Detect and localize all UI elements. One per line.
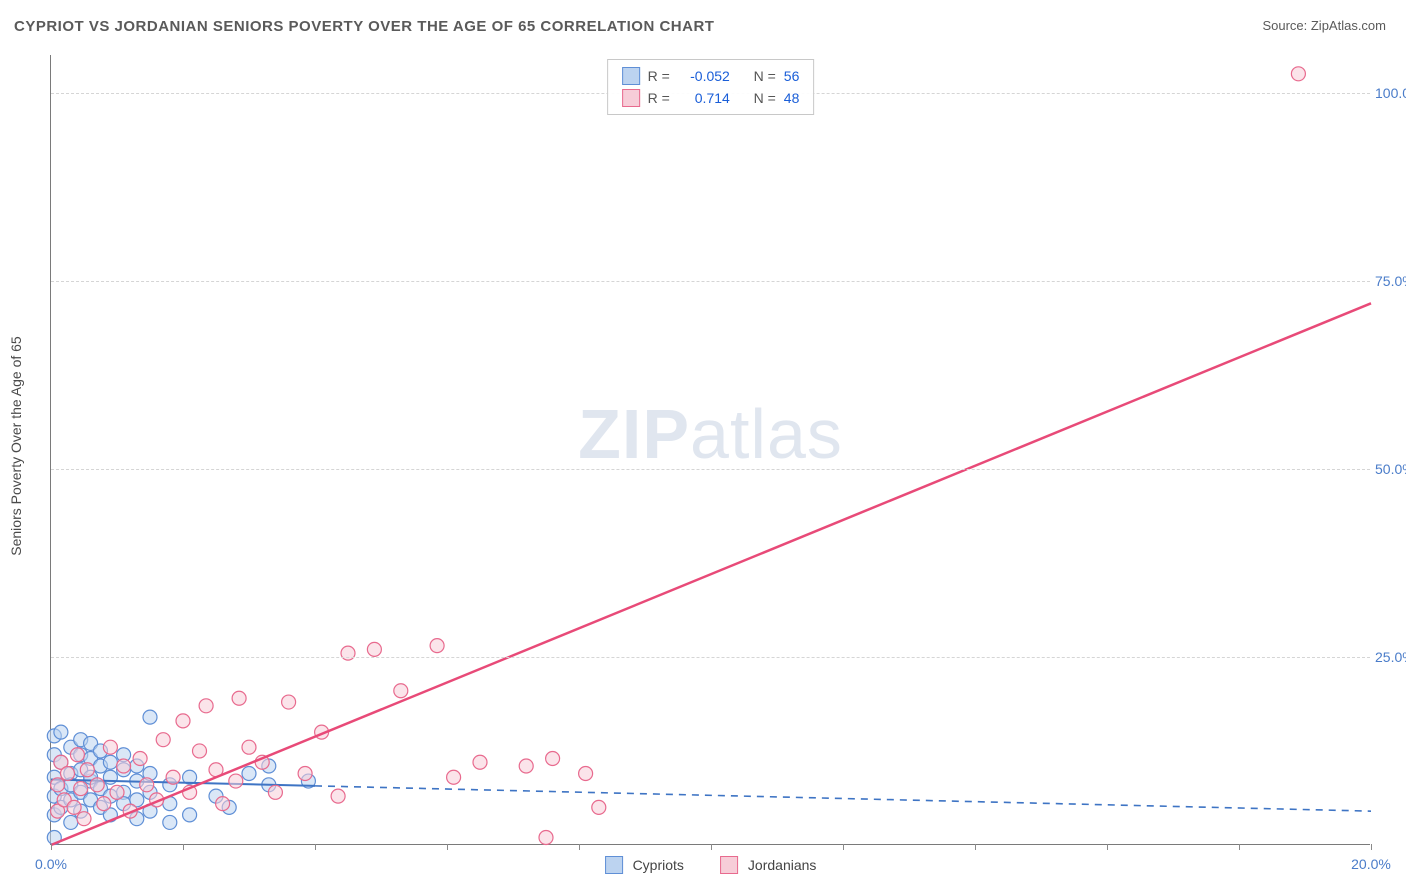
n-label: N = — [754, 65, 776, 87]
xtick — [183, 844, 184, 850]
scatter-point — [143, 710, 157, 724]
legend-label-jordanians: Jordanians — [748, 857, 817, 873]
scatter-point — [1291, 67, 1305, 81]
scatter-point — [103, 755, 117, 769]
r-label: R = — [648, 87, 670, 109]
gridline-h — [51, 469, 1370, 470]
r-value-cypriots: -0.052 — [678, 65, 730, 87]
scatter-point — [473, 755, 487, 769]
scatter-point — [70, 748, 84, 762]
scatter-point — [133, 751, 147, 765]
legend-item-cypriots: Cypriots — [605, 856, 684, 874]
source-label: Source: — [1262, 18, 1310, 33]
scatter-point — [54, 725, 68, 739]
scatter-point — [90, 778, 104, 792]
scatter-point — [103, 770, 117, 784]
scatter-point — [74, 782, 88, 796]
xtick — [315, 844, 316, 850]
chart-container: CYPRIOT VS JORDANIAN SENIORS POVERTY OVE… — [0, 0, 1406, 892]
scatter-point — [176, 714, 190, 728]
scatter-point — [430, 639, 444, 653]
plot-area: ZIPatlas R = -0.052 N = 56 R = 0.714 N =… — [50, 55, 1370, 845]
chart-title: CYPRIOT VS JORDANIAN SENIORS POVERTY OVE… — [14, 18, 714, 35]
ytick-label: 100.0% — [1375, 85, 1406, 101]
scatter-point — [232, 691, 246, 705]
gridline-h — [51, 657, 1370, 658]
scatter-point — [298, 767, 312, 781]
scatter-point — [110, 785, 124, 799]
scatter-point — [140, 778, 154, 792]
legend-swatch-cypriots-icon — [605, 856, 623, 874]
scatter-point — [229, 774, 243, 788]
scatter-point — [166, 770, 180, 784]
trendline — [51, 303, 1371, 845]
scatter-point — [268, 785, 282, 799]
xtick-label: 20.0% — [1351, 856, 1391, 872]
scatter-point — [80, 763, 94, 777]
xtick — [51, 844, 52, 850]
gridline-h — [51, 281, 1370, 282]
legend-stats-box: R = -0.052 N = 56 R = 0.714 N = 48 — [607, 59, 815, 115]
scatter-point — [242, 740, 256, 754]
legend-bottom: Cypriots Jordanians — [605, 856, 817, 874]
scatter-point — [539, 830, 553, 844]
scatter-point — [242, 767, 256, 781]
legend-label-cypriots: Cypriots — [633, 857, 684, 873]
ytick-label: 75.0% — [1375, 273, 1406, 289]
scatter-point — [367, 642, 381, 656]
xtick — [1107, 844, 1108, 850]
scatter-point — [519, 759, 533, 773]
xtick — [711, 844, 712, 850]
legend-stats-row-jordanians: R = 0.714 N = 48 — [622, 87, 800, 109]
scatter-point — [183, 808, 197, 822]
y-axis-label: Seniors Poverty Over the Age of 65 — [8, 336, 24, 555]
scatter-point — [394, 684, 408, 698]
scatter-point — [64, 815, 78, 829]
scatter-point — [341, 646, 355, 660]
scatter-point — [216, 797, 230, 811]
plot-svg — [51, 55, 1370, 844]
n-value-cypriots: 56 — [784, 65, 800, 87]
scatter-point — [579, 767, 593, 781]
n-value-jordanians: 48 — [784, 87, 800, 109]
legend-swatch-jordanians-icon — [720, 856, 738, 874]
xtick — [1239, 844, 1240, 850]
xtick — [579, 844, 580, 850]
scatter-point — [97, 797, 111, 811]
scatter-point — [156, 733, 170, 747]
scatter-point — [67, 800, 81, 814]
swatch-jordanians-icon — [622, 89, 640, 107]
scatter-point — [447, 770, 461, 784]
scatter-point — [117, 759, 131, 773]
r-value-jordanians: 0.714 — [678, 87, 730, 109]
scatter-point — [61, 767, 75, 781]
scatter-point — [77, 812, 91, 826]
scatter-point — [103, 740, 117, 754]
scatter-point — [282, 695, 296, 709]
scatter-point — [163, 815, 177, 829]
legend-stats-row-cypriots: R = -0.052 N = 56 — [622, 65, 800, 87]
source-name: ZipAtlas.com — [1311, 18, 1386, 33]
n-label: N = — [754, 87, 776, 109]
xtick — [1371, 844, 1372, 850]
scatter-point — [199, 699, 213, 713]
legend-item-jordanians: Jordanians — [720, 856, 817, 874]
xtick-label: 0.0% — [35, 856, 67, 872]
scatter-point — [331, 789, 345, 803]
scatter-point — [193, 744, 207, 758]
scatter-point — [51, 778, 65, 792]
xtick — [975, 844, 976, 850]
scatter-point — [592, 800, 606, 814]
source-attribution: Source: ZipAtlas.com — [1262, 18, 1386, 33]
ytick-label: 25.0% — [1375, 649, 1406, 665]
scatter-point — [546, 751, 560, 765]
xtick — [843, 844, 844, 850]
ytick-label: 50.0% — [1375, 461, 1406, 477]
trendline-dashed — [315, 786, 1371, 811]
r-label: R = — [648, 65, 670, 87]
xtick — [447, 844, 448, 850]
swatch-cypriots-icon — [622, 67, 640, 85]
